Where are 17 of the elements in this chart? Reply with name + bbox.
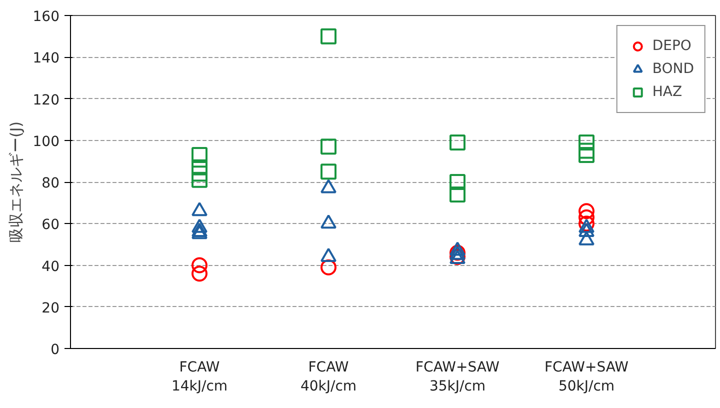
y-tick-label: 0	[50, 342, 60, 358]
y-tick-label: 80	[42, 176, 60, 192]
x-tick-label: FCAW 40kJ/cm	[300, 360, 357, 395]
x-tick-label: FCAW+SAW 50kJ/cm	[544, 360, 629, 395]
y-tick-label: 120	[32, 92, 60, 108]
x-tick-label: FCAW+SAW 35kJ/cm	[415, 360, 500, 395]
legend-label: DEPO	[652, 38, 692, 54]
y-axis-title: 吸収エネルギー(J)	[6, 121, 25, 243]
y-tick-label: 140	[32, 50, 60, 67]
y-tick-label: 100	[32, 134, 60, 150]
legend-label: BOND	[652, 61, 694, 77]
x-tick-label: FCAW 14kJ/cm	[171, 360, 228, 395]
y-tick-label: 160	[32, 9, 60, 25]
legend-label: HAZ	[652, 84, 682, 100]
y-tick-label: 20	[42, 300, 60, 316]
y-tick-label: 40	[42, 258, 60, 275]
y-tick-label: 60	[42, 217, 60, 234]
